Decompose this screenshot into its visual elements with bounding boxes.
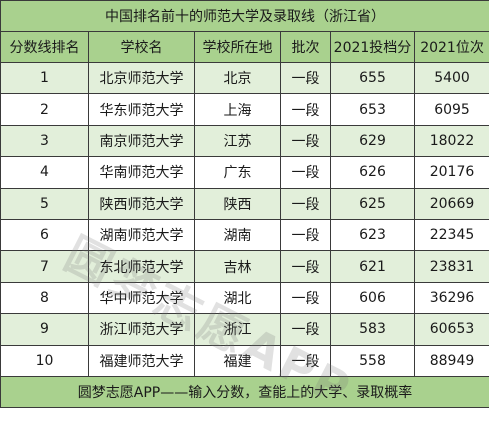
table-row: 2 华东师范大学 上海 一段 653 6095	[0, 93, 489, 126]
rank-cell: 1	[0, 61, 89, 95]
score-cell: 629	[330, 124, 415, 158]
column-header: 2021位次	[413, 31, 489, 63]
position-cell: 23831	[413, 250, 489, 283]
table-row: 5 陕西师范大学 陕西 一段 625 20669	[0, 187, 489, 220]
header-row: 分数线排名 学校名 学校所在地 批次 2021投档分 2021位次	[0, 31, 489, 63]
rank-cell: 5	[0, 187, 89, 220]
column-header: 学校所在地	[194, 31, 281, 63]
position-cell: 6095	[413, 93, 489, 126]
column-header: 分数线排名	[0, 31, 89, 63]
rank-cell: 6	[0, 218, 89, 252]
location-cell: 陕西	[194, 187, 281, 220]
batch-cell: 一段	[280, 344, 331, 377]
location-cell: 江苏	[194, 124, 281, 158]
school-name-cell: 华东师范大学	[88, 93, 195, 126]
position-cell: 88949	[413, 344, 489, 377]
position-cell: 20176	[413, 156, 489, 189]
table-title: 中国排名前十的师范大学及录取线（浙江省）	[0, 0, 489, 32]
column-header: 学校名	[88, 31, 195, 63]
table-row: 6 湖南师范大学 湖南 一段 623 22345	[0, 218, 489, 252]
table-row: 8 华中师范大学 湖北 一段 606 36296	[0, 281, 489, 315]
school-name-cell: 南京师范大学	[88, 124, 195, 158]
location-cell: 吉林	[194, 250, 281, 283]
location-cell: 湖南	[194, 218, 281, 252]
batch-cell: 一段	[280, 93, 331, 126]
rank-cell: 3	[0, 124, 89, 158]
location-cell: 福建	[194, 344, 281, 377]
batch-cell: 一段	[280, 281, 331, 315]
score-cell: 558	[330, 344, 415, 377]
school-name-cell: 福建师范大学	[88, 344, 195, 377]
batch-cell: 一段	[280, 124, 331, 158]
position-cell: 36296	[413, 281, 489, 315]
ranking-table: 中国排名前十的师范大学及录取线（浙江省） 分数线排名 学校名 学校所在地 批次 2021…	[0, 0, 489, 408]
batch-cell: 一段	[280, 156, 331, 189]
location-cell: 上海	[194, 93, 281, 126]
rank-cell: 8	[0, 281, 89, 315]
rank-cell: 7	[0, 250, 89, 283]
table-row: 10 福建师范大学 福建 一段 558 88949	[0, 344, 489, 377]
school-name-cell: 华中师范大学	[88, 281, 195, 315]
batch-cell: 一段	[280, 250, 331, 283]
position-cell: 18022	[413, 124, 489, 158]
rank-cell: 9	[0, 313, 89, 346]
position-cell: 22345	[413, 218, 489, 252]
batch-cell: 一段	[280, 187, 331, 220]
table-row: 9 浙江师范大学 浙江 一段 583 60653	[0, 313, 489, 346]
score-cell: 625	[330, 187, 415, 220]
footer-text: 圆梦志愿APP——输入分数，查能上的大学、录取概率	[0, 375, 489, 408]
batch-cell: 一段	[280, 313, 331, 346]
table-row: 7 东北师范大学 吉林 一段 621 23831	[0, 250, 489, 283]
school-name-cell: 浙江师范大学	[88, 313, 195, 346]
column-header: 批次	[280, 31, 331, 63]
position-cell: 20669	[413, 187, 489, 220]
position-cell: 5400	[413, 61, 489, 95]
table-row: 1 北京师范大学 北京 一段 655 5400	[0, 61, 489, 95]
school-name-cell: 北京师范大学	[88, 61, 195, 95]
footer-row: 圆梦志愿APP——输入分数，查能上的大学、录取概率	[0, 375, 489, 408]
table-row: 3 南京师范大学 江苏 一段 629 18022	[0, 124, 489, 158]
score-cell: 653	[330, 93, 415, 126]
batch-cell: 一段	[280, 218, 331, 252]
school-name-cell: 湖南师范大学	[88, 218, 195, 252]
location-cell: 浙江	[194, 313, 281, 346]
rank-cell: 2	[0, 93, 89, 126]
batch-cell: 一段	[280, 61, 331, 95]
location-cell: 广东	[194, 156, 281, 189]
school-name-cell: 陕西师范大学	[88, 187, 195, 220]
score-cell: 583	[330, 313, 415, 346]
score-cell: 606	[330, 281, 415, 315]
school-name-cell: 东北师范大学	[88, 250, 195, 283]
school-name-cell: 华南师范大学	[88, 156, 195, 189]
location-cell: 湖北	[194, 281, 281, 315]
score-cell: 621	[330, 250, 415, 283]
column-header: 2021投档分	[330, 31, 415, 63]
location-cell: 北京	[194, 61, 281, 95]
score-cell: 655	[330, 61, 415, 95]
score-cell: 623	[330, 218, 415, 252]
title-row: 中国排名前十的师范大学及录取线（浙江省）	[0, 0, 489, 32]
score-cell: 626	[330, 156, 415, 189]
table-row: 4 华南师范大学 广东 一段 626 20176	[0, 156, 489, 189]
rank-cell: 10	[0, 344, 89, 377]
rank-cell: 4	[0, 156, 89, 189]
position-cell: 60653	[413, 313, 489, 346]
